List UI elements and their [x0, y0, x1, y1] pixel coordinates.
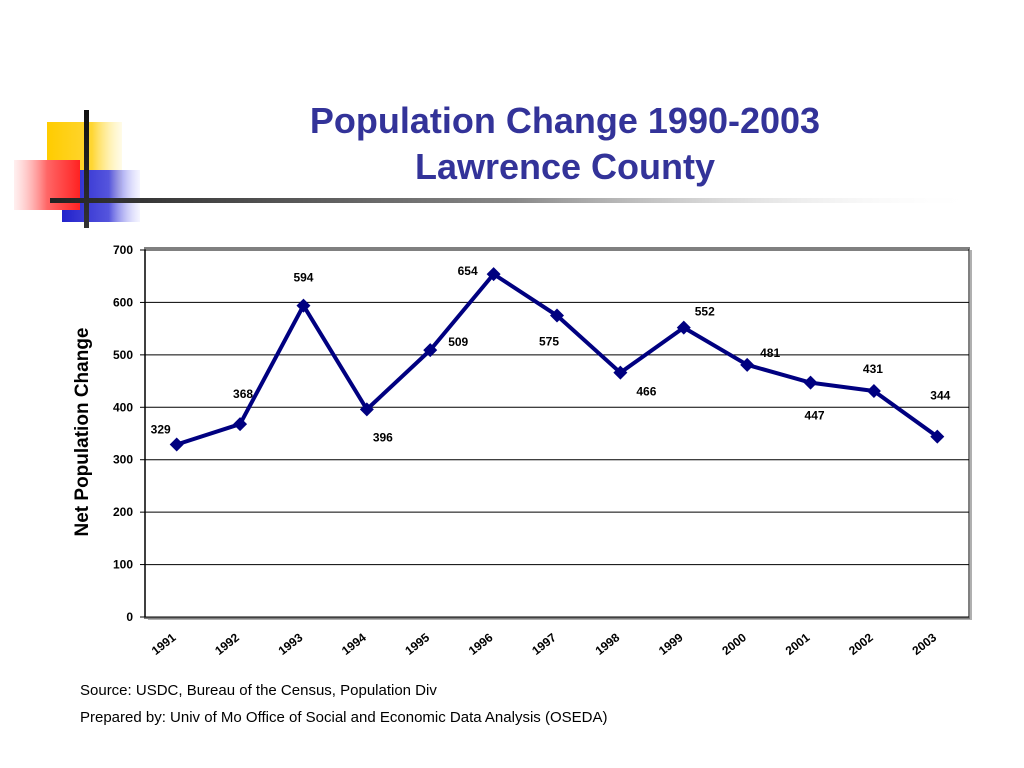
- data-label: 552: [695, 305, 715, 319]
- x-tick-label: 2001: [783, 630, 813, 658]
- decor-vertical-rule: [84, 110, 89, 228]
- series-net-population-change: [169, 267, 945, 452]
- data-point-marker: [296, 298, 311, 313]
- x-tick-label: 1994: [339, 630, 369, 658]
- prepared-by-note: Prepared by: Univ of Mo Office of Social…: [80, 709, 608, 726]
- plot-area: [144, 247, 970, 619]
- data-label: 594: [293, 271, 313, 285]
- x-tick-label: 1997: [529, 630, 559, 658]
- data-label: 447: [805, 409, 825, 423]
- data-label: 344: [930, 389, 950, 403]
- x-tick-label: 1995: [402, 630, 432, 658]
- data-point-marker: [550, 308, 564, 323]
- x-axis-ticks: 1991 1992 1993 1994 1995 1996 1997 1998 1999 2000…: [149, 630, 940, 658]
- source-note: Source: USDC, Bureau of the Census, Popu…: [80, 682, 437, 699]
- x-tick-label: 1992: [212, 630, 242, 658]
- data-label: 481: [760, 346, 780, 360]
- y-axis-label-text: Net Population Change: [72, 327, 93, 537]
- data-label: 329: [151, 423, 171, 437]
- data-point-marker: [486, 267, 501, 282]
- page-title: Population Change 1990-2003 Lawrence Cou…: [230, 98, 900, 190]
- y-tick-label: 500: [113, 348, 133, 362]
- data-labels: 329 368 594 396 509 654 575 466 552 481 447 431 344: [151, 264, 951, 444]
- data-point-marker: [866, 384, 881, 399]
- gridlines: [145, 249, 969, 566]
- data-point-marker: [359, 402, 374, 417]
- data-label: 396: [373, 430, 393, 444]
- y-tick-label: 0: [126, 610, 133, 624]
- data-point-marker: [169, 437, 184, 452]
- data-label: 368: [233, 387, 253, 401]
- x-tick-label: 1999: [656, 630, 686, 658]
- data-point-marker: [613, 365, 628, 380]
- title-line-2: Lawrence County: [414, 146, 716, 187]
- y-tick-label: 300: [113, 453, 133, 467]
- data-label: 431: [863, 362, 883, 376]
- footer-notes: Source: USDC, Bureau of the Census, Popu…: [80, 682, 607, 736]
- data-point-marker: [423, 343, 438, 358]
- y-tick-label: 200: [113, 505, 133, 519]
- y-tick-label: 600: [113, 295, 133, 309]
- x-tick-label: 1991: [149, 630, 179, 658]
- data-point-marker: [676, 320, 691, 335]
- decor-horizontal-rule: [50, 198, 980, 203]
- data-label: 509: [448, 335, 468, 349]
- data-point-marker: [803, 375, 818, 390]
- x-tick-label: 1996: [466, 630, 496, 658]
- data-point-marker: [233, 417, 248, 432]
- x-tick-label: 2000: [719, 630, 749, 658]
- data-point-marker: [930, 429, 945, 444]
- x-tick-label: 2003: [909, 630, 939, 658]
- y-tick-label: 700: [113, 243, 133, 257]
- title-line-1: Population Change 1990-2003: [309, 100, 821, 141]
- x-tick-label: 2002: [846, 630, 876, 658]
- y-tick-label: 400: [113, 400, 133, 414]
- data-label: 654: [458, 264, 478, 278]
- y-tick-label: 100: [113, 558, 133, 572]
- data-label: 575: [539, 335, 559, 349]
- y-axis-ticks: 0 100 200 300 400 500 600 700: [113, 243, 969, 624]
- x-tick-label: 1993: [276, 630, 306, 658]
- x-tick-label: 1998: [593, 630, 623, 658]
- decorative-logo: [14, 110, 980, 228]
- data-label: 466: [636, 385, 656, 399]
- data-point-marker: [740, 357, 755, 372]
